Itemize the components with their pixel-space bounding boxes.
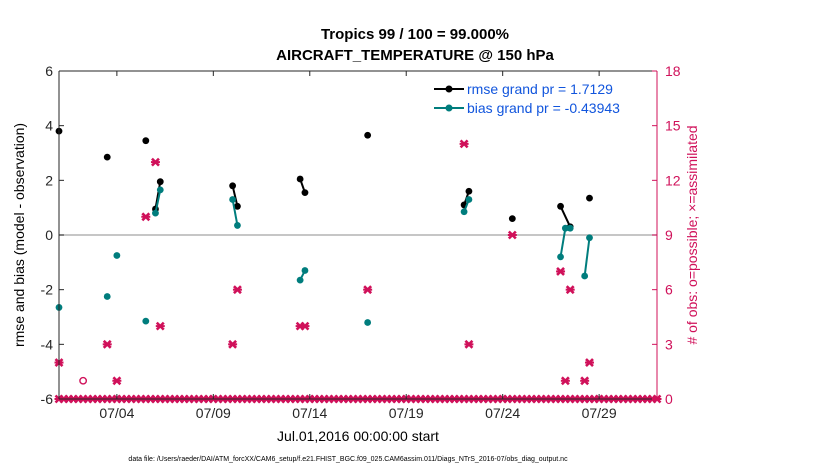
x-tick-label: 07/09 (196, 405, 231, 421)
y-tick-label: -4 (41, 336, 54, 352)
legend: rmse grand pr = 1.7129 bias grand pr = -… (428, 76, 652, 120)
bias-point (103, 293, 111, 300)
obs-assimilated-marker (507, 230, 517, 240)
obs-assimilated-marker (580, 376, 590, 386)
obs-assimilated-marker (565, 285, 575, 295)
x-tick-label: 07/04 (99, 405, 134, 421)
y2-tick-label: 0 (665, 391, 673, 407)
chart-subtitle: AIRCRAFT_TEMPERATURE @ 150 hPa (276, 47, 554, 64)
y-axis-label: rmse and bias (model - observation) (11, 123, 27, 347)
x-tick-label: 07/29 (582, 405, 617, 421)
footer-data-file: data file: /Users/raeder/DAI/ATM_forcXX/… (128, 456, 568, 463)
obs-assimilated-marker (560, 376, 570, 386)
bias-point (364, 319, 372, 326)
bias-point (581, 272, 589, 280)
y2-tick-label: 15 (665, 118, 681, 134)
rmse-point (465, 187, 473, 195)
bias-point (152, 209, 159, 217)
y-tick-label: 4 (45, 118, 53, 134)
y2-tick-label: 6 (665, 282, 673, 298)
legend-bias-marker (445, 104, 453, 112)
rmse-point (586, 194, 593, 202)
rmse-point (103, 153, 111, 161)
obs-assimilated-marker (232, 285, 242, 295)
obs-assimilated-marker (150, 157, 160, 167)
chart-title: Tropics 99 / 100 = 99.000% (321, 26, 509, 43)
y2-axis-label: # of obs: o=possible; ×=assimilated (684, 125, 700, 344)
legend-rmse-label: rmse grand pr = 1.7129 (467, 81, 613, 97)
obs-assimilated-marker (584, 358, 594, 367)
rmse-point (229, 182, 237, 190)
legend-box (428, 76, 652, 120)
bias-segment (583, 237, 591, 277)
bias-point (234, 222, 241, 229)
rmse-point (301, 189, 309, 197)
obs-assimilated-marker (112, 376, 122, 386)
obs-assimilated-marker (228, 339, 238, 349)
obs-assimilated-marker (300, 321, 310, 331)
bias-point (301, 267, 309, 274)
y-tick-label: -2 (41, 282, 54, 298)
obs-assimilated-marker (155, 321, 165, 331)
bias-point (566, 224, 574, 232)
rmse-point (296, 175, 304, 183)
bias-point (586, 234, 593, 242)
bias-point (296, 276, 304, 284)
rmse-point (156, 178, 164, 186)
bias-point (229, 196, 237, 203)
rmse-point (234, 202, 241, 210)
y-tick-label: 6 (45, 63, 53, 79)
obs-assimilated-marker (464, 339, 474, 349)
bias-point (557, 253, 564, 261)
obs-possible-marker (79, 376, 88, 385)
bias-point (561, 224, 569, 232)
legend-rmse-marker (445, 85, 453, 93)
obs-assimilated-marker (556, 267, 566, 276)
bias-point (113, 252, 121, 259)
y-tick-label: 0 (45, 227, 53, 243)
bias-point (156, 186, 164, 194)
y-tick-label: -6 (41, 391, 54, 407)
rmse-segment (559, 205, 572, 228)
rmse-segment (231, 185, 239, 207)
rmse-point (364, 131, 372, 139)
rmse-point (508, 215, 516, 223)
obs-assimilated-marker (102, 339, 112, 349)
bias-point (460, 208, 468, 216)
x-tick-label: 07/24 (485, 405, 520, 421)
y2-tick-label: 18 (665, 63, 681, 79)
bias-point (465, 196, 473, 203)
obs-assimilated-marker (363, 285, 373, 295)
tick-group: 07/04 07/09 07/14 07/19 07/24 07/29 -6 -4 -2 0 2 4 6… (41, 63, 681, 421)
obs-assimilated-marker (141, 212, 151, 222)
x-tick-label: 07/14 (292, 405, 327, 421)
x-axis-label: Jul.01,2016 00:00:00 start (277, 428, 439, 444)
x-tick-label: 07/19 (389, 405, 424, 421)
obs-assimilated-marker (459, 139, 469, 149)
legend-bias-label: bias grand pr = -0.43943 (467, 100, 620, 116)
y2-tick-label: 12 (665, 172, 681, 188)
y2-tick-label: 3 (665, 336, 673, 352)
bias-segment (154, 189, 162, 214)
bias-point (142, 317, 150, 325)
y-tick-label: 2 (45, 172, 53, 188)
bias-segment (231, 199, 239, 226)
y2-tick-label: 9 (665, 227, 673, 243)
rmse-point (557, 202, 564, 210)
rmse-point (142, 137, 150, 145)
